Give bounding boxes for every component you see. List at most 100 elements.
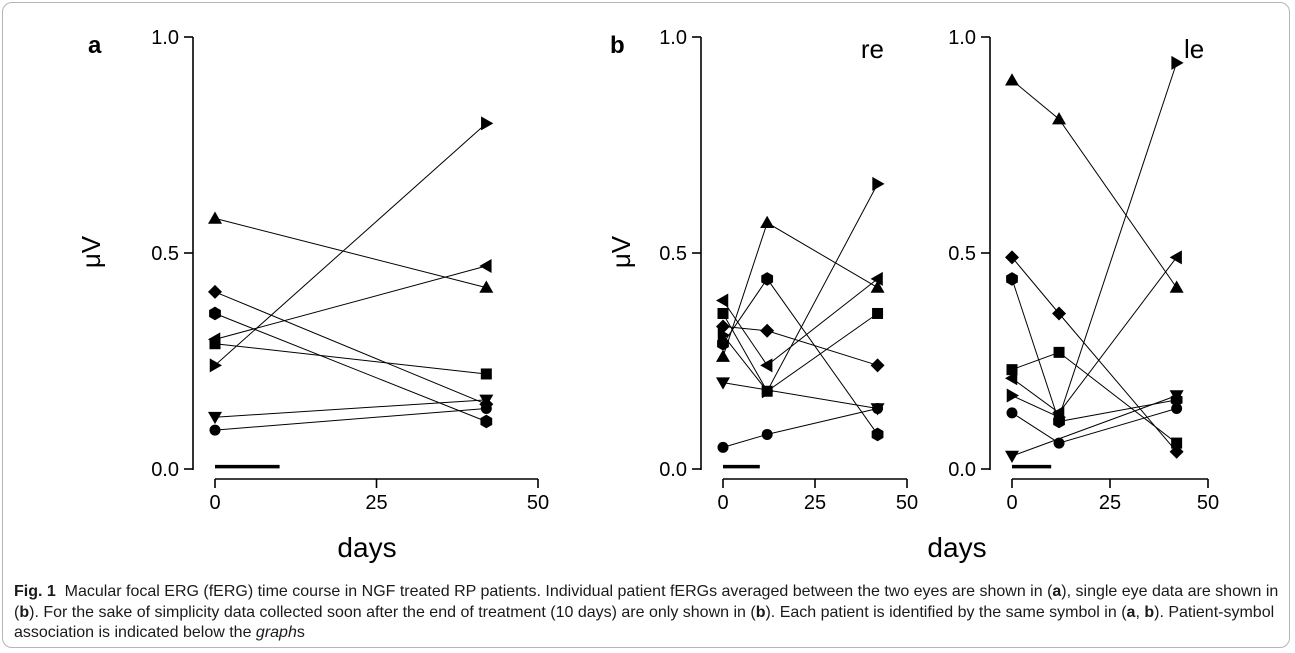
data-point: [480, 414, 493, 429]
data-point: [479, 394, 494, 407]
data-point: [717, 441, 729, 453]
data-point: [208, 411, 222, 425]
caption-ref-a: a: [1126, 603, 1136, 621]
series-line: [722, 408, 878, 448]
data-point: [760, 358, 773, 373]
caption-text: Macular focal ERG (fERG) time course in …: [64, 583, 1053, 600]
data-point: [1053, 414, 1065, 429]
x-tick-label: 50: [527, 492, 549, 514]
y-tick-label: 0.0: [948, 459, 976, 481]
y-tick-label: 0.5: [151, 243, 179, 265]
caption-text: ). Patient-symbol association is indicat…: [14, 603, 1275, 642]
caption-ref-a: a: [1052, 583, 1062, 600]
caption-fig-label: Fig. 1: [14, 583, 56, 600]
caption-ref-b: b: [755, 603, 766, 621]
x-tick-label: 50: [896, 492, 918, 514]
data-point: [1052, 112, 1067, 125]
x-axis-title: days: [337, 532, 396, 563]
series-line: [214, 313, 487, 422]
data-point: [1005, 73, 1019, 86]
caption-ref-b: b: [1144, 603, 1155, 621]
series-line: [722, 382, 878, 409]
data-point: [479, 258, 492, 273]
caption-ref-b: b: [19, 603, 30, 621]
series-line: [214, 217, 487, 289]
data-point: [209, 424, 221, 436]
data-point: [209, 306, 221, 321]
y-tick-label: 1.0: [659, 27, 687, 49]
data-point: [480, 403, 492, 415]
eye-label: re: [861, 34, 884, 64]
data-point: [1052, 306, 1067, 321]
series-line: [214, 408, 487, 431]
data-point: [209, 358, 222, 373]
data-point: [716, 349, 730, 362]
series-line: [1011, 278, 1177, 423]
caption-graph-word: graph: [255, 624, 297, 641]
data-point: [1006, 388, 1019, 403]
y-tick-label: 1.0: [151, 27, 179, 49]
data-point: [480, 368, 492, 380]
x-tick-label: 25: [804, 492, 826, 514]
data-point: [760, 323, 775, 338]
caption-separator: ,: [1135, 603, 1145, 621]
y-tick-label: 0.5: [948, 243, 976, 265]
eye-label: le: [1184, 34, 1204, 64]
data-point: [716, 319, 730, 334]
series-line: [214, 343, 487, 375]
series-line: [214, 291, 487, 405]
series-line: [722, 278, 878, 367]
data-point: [1171, 437, 1183, 449]
figure-caption: Fig. 1 Macular focal ERG (fERG) time cou…: [14, 582, 1279, 644]
caption-text: s: [296, 624, 305, 641]
series-line: [722, 325, 878, 366]
data-point: [1171, 55, 1184, 70]
figure-plots: 0.0 0.5 1.0 0 25 50 a μV 0.0 0.5 1.0 0 25 50 b μV re 0.0 0…: [76, 27, 1219, 563]
data-point: [716, 293, 729, 308]
series-line: [214, 265, 487, 340]
x-tick-label: 0: [209, 492, 220, 514]
x-tick-label: 0: [717, 492, 728, 514]
data-point: [1006, 407, 1018, 419]
data-point: [871, 427, 884, 442]
panel-label: a: [88, 32, 102, 59]
x-tick-label: 25: [1099, 492, 1121, 514]
y-tick-label: 0.0: [659, 459, 687, 481]
series-line: [1011, 79, 1178, 288]
data-point: [1053, 346, 1065, 358]
data-point: [761, 428, 773, 440]
panel-label: b: [610, 32, 625, 59]
series-line: [1011, 256, 1177, 414]
data-point: [208, 211, 222, 224]
series-line: [214, 399, 487, 418]
caption-text: ). For the sake of simplicity data colle…: [29, 603, 756, 621]
y-tick-label: 1.0: [948, 27, 976, 49]
x-tick-label: 0: [1006, 492, 1017, 514]
data-point: [872, 176, 885, 191]
y-axis-title: μV: [76, 235, 106, 268]
data-point: [208, 284, 222, 299]
data-point: [761, 272, 774, 286]
data-point: [1169, 250, 1182, 265]
x-tick-label: 50: [1197, 492, 1219, 514]
data-point: [481, 116, 494, 131]
y-axis-title: μV: [606, 235, 636, 268]
series-line: [722, 278, 879, 435]
series-line: [722, 222, 878, 357]
data-point: [760, 215, 775, 229]
data-point: [1053, 437, 1065, 449]
data-point: [872, 403, 884, 415]
data-point: [1005, 250, 1019, 265]
x-tick-label: 25: [365, 492, 387, 514]
data-point: [1169, 280, 1184, 293]
data-point: [870, 358, 885, 373]
data-point: [717, 307, 729, 319]
data-point: [1005, 450, 1019, 464]
data-point: [870, 280, 885, 293]
data-point: [717, 336, 729, 351]
series-line: [1011, 62, 1178, 418]
data-point: [870, 271, 883, 286]
data-point: [872, 307, 884, 319]
data-point: [761, 385, 773, 397]
